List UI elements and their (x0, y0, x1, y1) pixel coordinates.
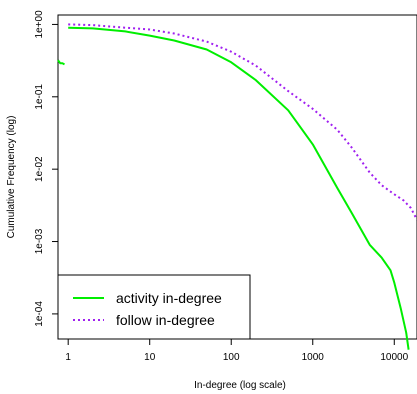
x-tick-label: 1000 (302, 352, 325, 363)
series-layer (57, 23, 417, 350)
x-tick-label: 1 (65, 352, 71, 363)
legend-label-activity: activity in-degree (116, 290, 222, 306)
y-tick-label: 1e+00 (34, 10, 45, 39)
y-tick-label: 1e-02 (34, 156, 45, 182)
y-axis: 1e+00 1e-01 1e-02 1e-03 1e-04 (34, 10, 58, 327)
series-line-activity-1 (68, 26, 410, 350)
y-tick-label: 1e-04 (34, 301, 45, 327)
x-axis: 1 10 100 1000 10000 (65, 338, 409, 363)
legend-label-follow: follow in-degree (116, 312, 215, 328)
x-axis-label: In-degree (log scale) (194, 380, 286, 391)
series-line-activity-0 (57, 59, 65, 66)
y-axis-label: Cumulative Frequency (log) (6, 116, 17, 239)
y-tick-label: 1e-03 (34, 228, 45, 254)
x-tick-label: 10 (144, 352, 156, 363)
x-tick-label: 10000 (380, 352, 408, 363)
y-tick-label: 1e-01 (34, 84, 45, 110)
x-tick-label: 100 (223, 352, 240, 363)
series-line-follow-0 (68, 23, 417, 221)
legend-box (57, 274, 251, 340)
legend: activity in-degree follow in-degree (57, 274, 251, 340)
